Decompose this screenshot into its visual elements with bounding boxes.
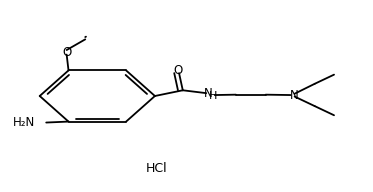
Text: N: N — [204, 87, 213, 100]
Text: H: H — [209, 91, 217, 101]
Text: O: O — [62, 46, 71, 59]
Text: N: N — [289, 89, 298, 102]
Text: H₂N: H₂N — [13, 116, 35, 129]
Text: O: O — [174, 64, 183, 77]
Text: HCl: HCl — [146, 162, 167, 175]
